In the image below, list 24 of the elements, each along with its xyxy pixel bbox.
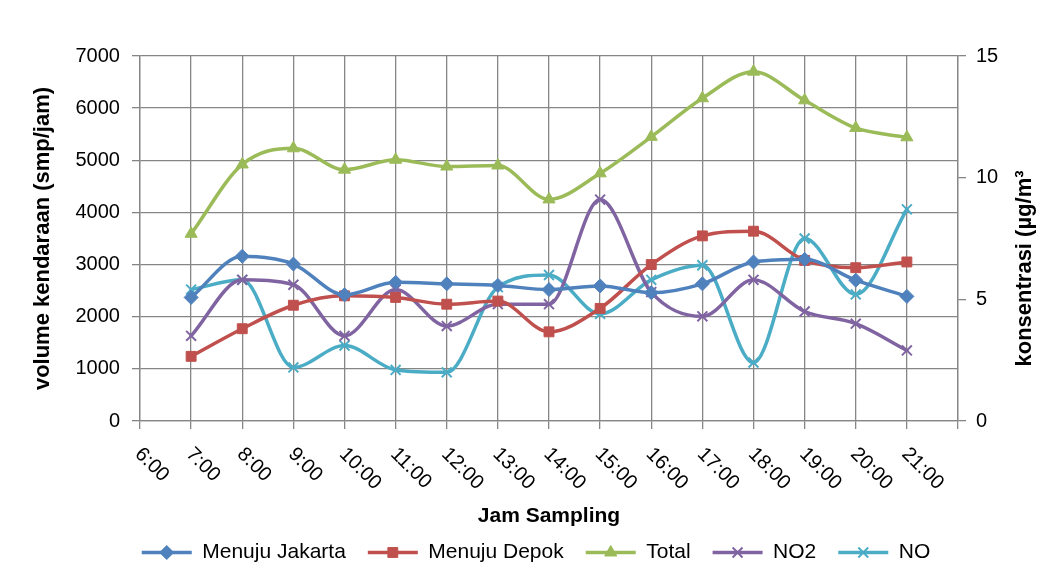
y-tick-label: 4000 bbox=[75, 199, 120, 222]
legend-label: NO bbox=[898, 539, 931, 563]
legend-label: Menuju Jakarta bbox=[202, 539, 347, 563]
y2-axis-title: konsentrasi (µg/m³ bbox=[1011, 170, 1037, 367]
y2-tick-label: 10 bbox=[976, 165, 999, 188]
x-tick-label: 9:00 bbox=[284, 442, 328, 486]
y-tick-label: 0 bbox=[108, 408, 120, 431]
y2-tick-label: 15 bbox=[976, 43, 999, 66]
legend-label: NO2 bbox=[773, 539, 817, 563]
y-tick-label: 3000 bbox=[75, 252, 120, 275]
legend-label: Total bbox=[646, 539, 691, 563]
x-axis-title: Jam Sampling bbox=[477, 503, 621, 527]
x-tick-label: 8:00 bbox=[233, 442, 277, 486]
y-tick-label: 1000 bbox=[75, 356, 120, 379]
y-tick-label: 7000 bbox=[75, 43, 120, 66]
x-tick-label: 6:00 bbox=[131, 442, 175, 486]
y-tick-label: 6000 bbox=[75, 95, 120, 118]
y2-tick-label: 5 bbox=[976, 286, 988, 309]
x-tick-label: 7:00 bbox=[182, 442, 226, 486]
y2-tick-label: 0 bbox=[976, 408, 988, 431]
y-tick-label: 2000 bbox=[75, 304, 120, 327]
y-tick-label: 5000 bbox=[75, 147, 120, 170]
legend-label: Menuju Depok bbox=[428, 539, 565, 563]
y-axis-title: volume kendaraan (smp/jam) bbox=[29, 86, 55, 391]
